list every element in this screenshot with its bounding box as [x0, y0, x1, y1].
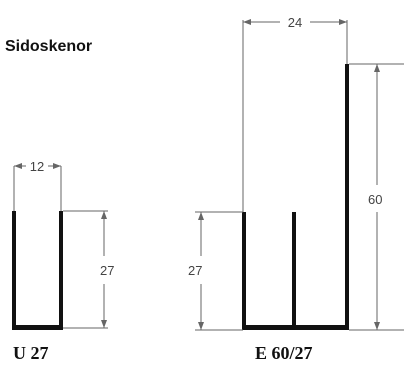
u27-height-label: 27: [100, 263, 114, 278]
u27-right-wall: [59, 211, 63, 330]
u27-base: [12, 325, 63, 330]
e6027-middle-wall: [292, 212, 296, 330]
e6027-right-wall: [345, 64, 349, 330]
u27-width-label: 12: [30, 159, 44, 174]
e6027-high-height-dimension: 60: [349, 63, 404, 331]
u27-height-dimension: 27: [63, 210, 114, 329]
e6027-low-height-label: 27: [188, 263, 202, 278]
e6027-width-label: 24: [288, 15, 302, 30]
e6027-width-dimension: 24: [242, 15, 348, 212]
u27-profile-label: U 27: [13, 343, 49, 363]
page-title: Sidoskenor: [5, 38, 93, 55]
e6027-profile: [242, 64, 349, 330]
e6027-high-height-label: 60: [368, 192, 382, 207]
u27-profile: [12, 211, 63, 330]
u27-width-dimension: 12: [13, 159, 62, 211]
e6027-left-wall: [242, 212, 246, 330]
e6027-low-height-dimension: 27: [188, 211, 243, 331]
e6027-base: [242, 325, 349, 330]
u27-left-wall: [12, 211, 16, 330]
e6027-profile-label: E 60/27: [255, 343, 313, 363]
